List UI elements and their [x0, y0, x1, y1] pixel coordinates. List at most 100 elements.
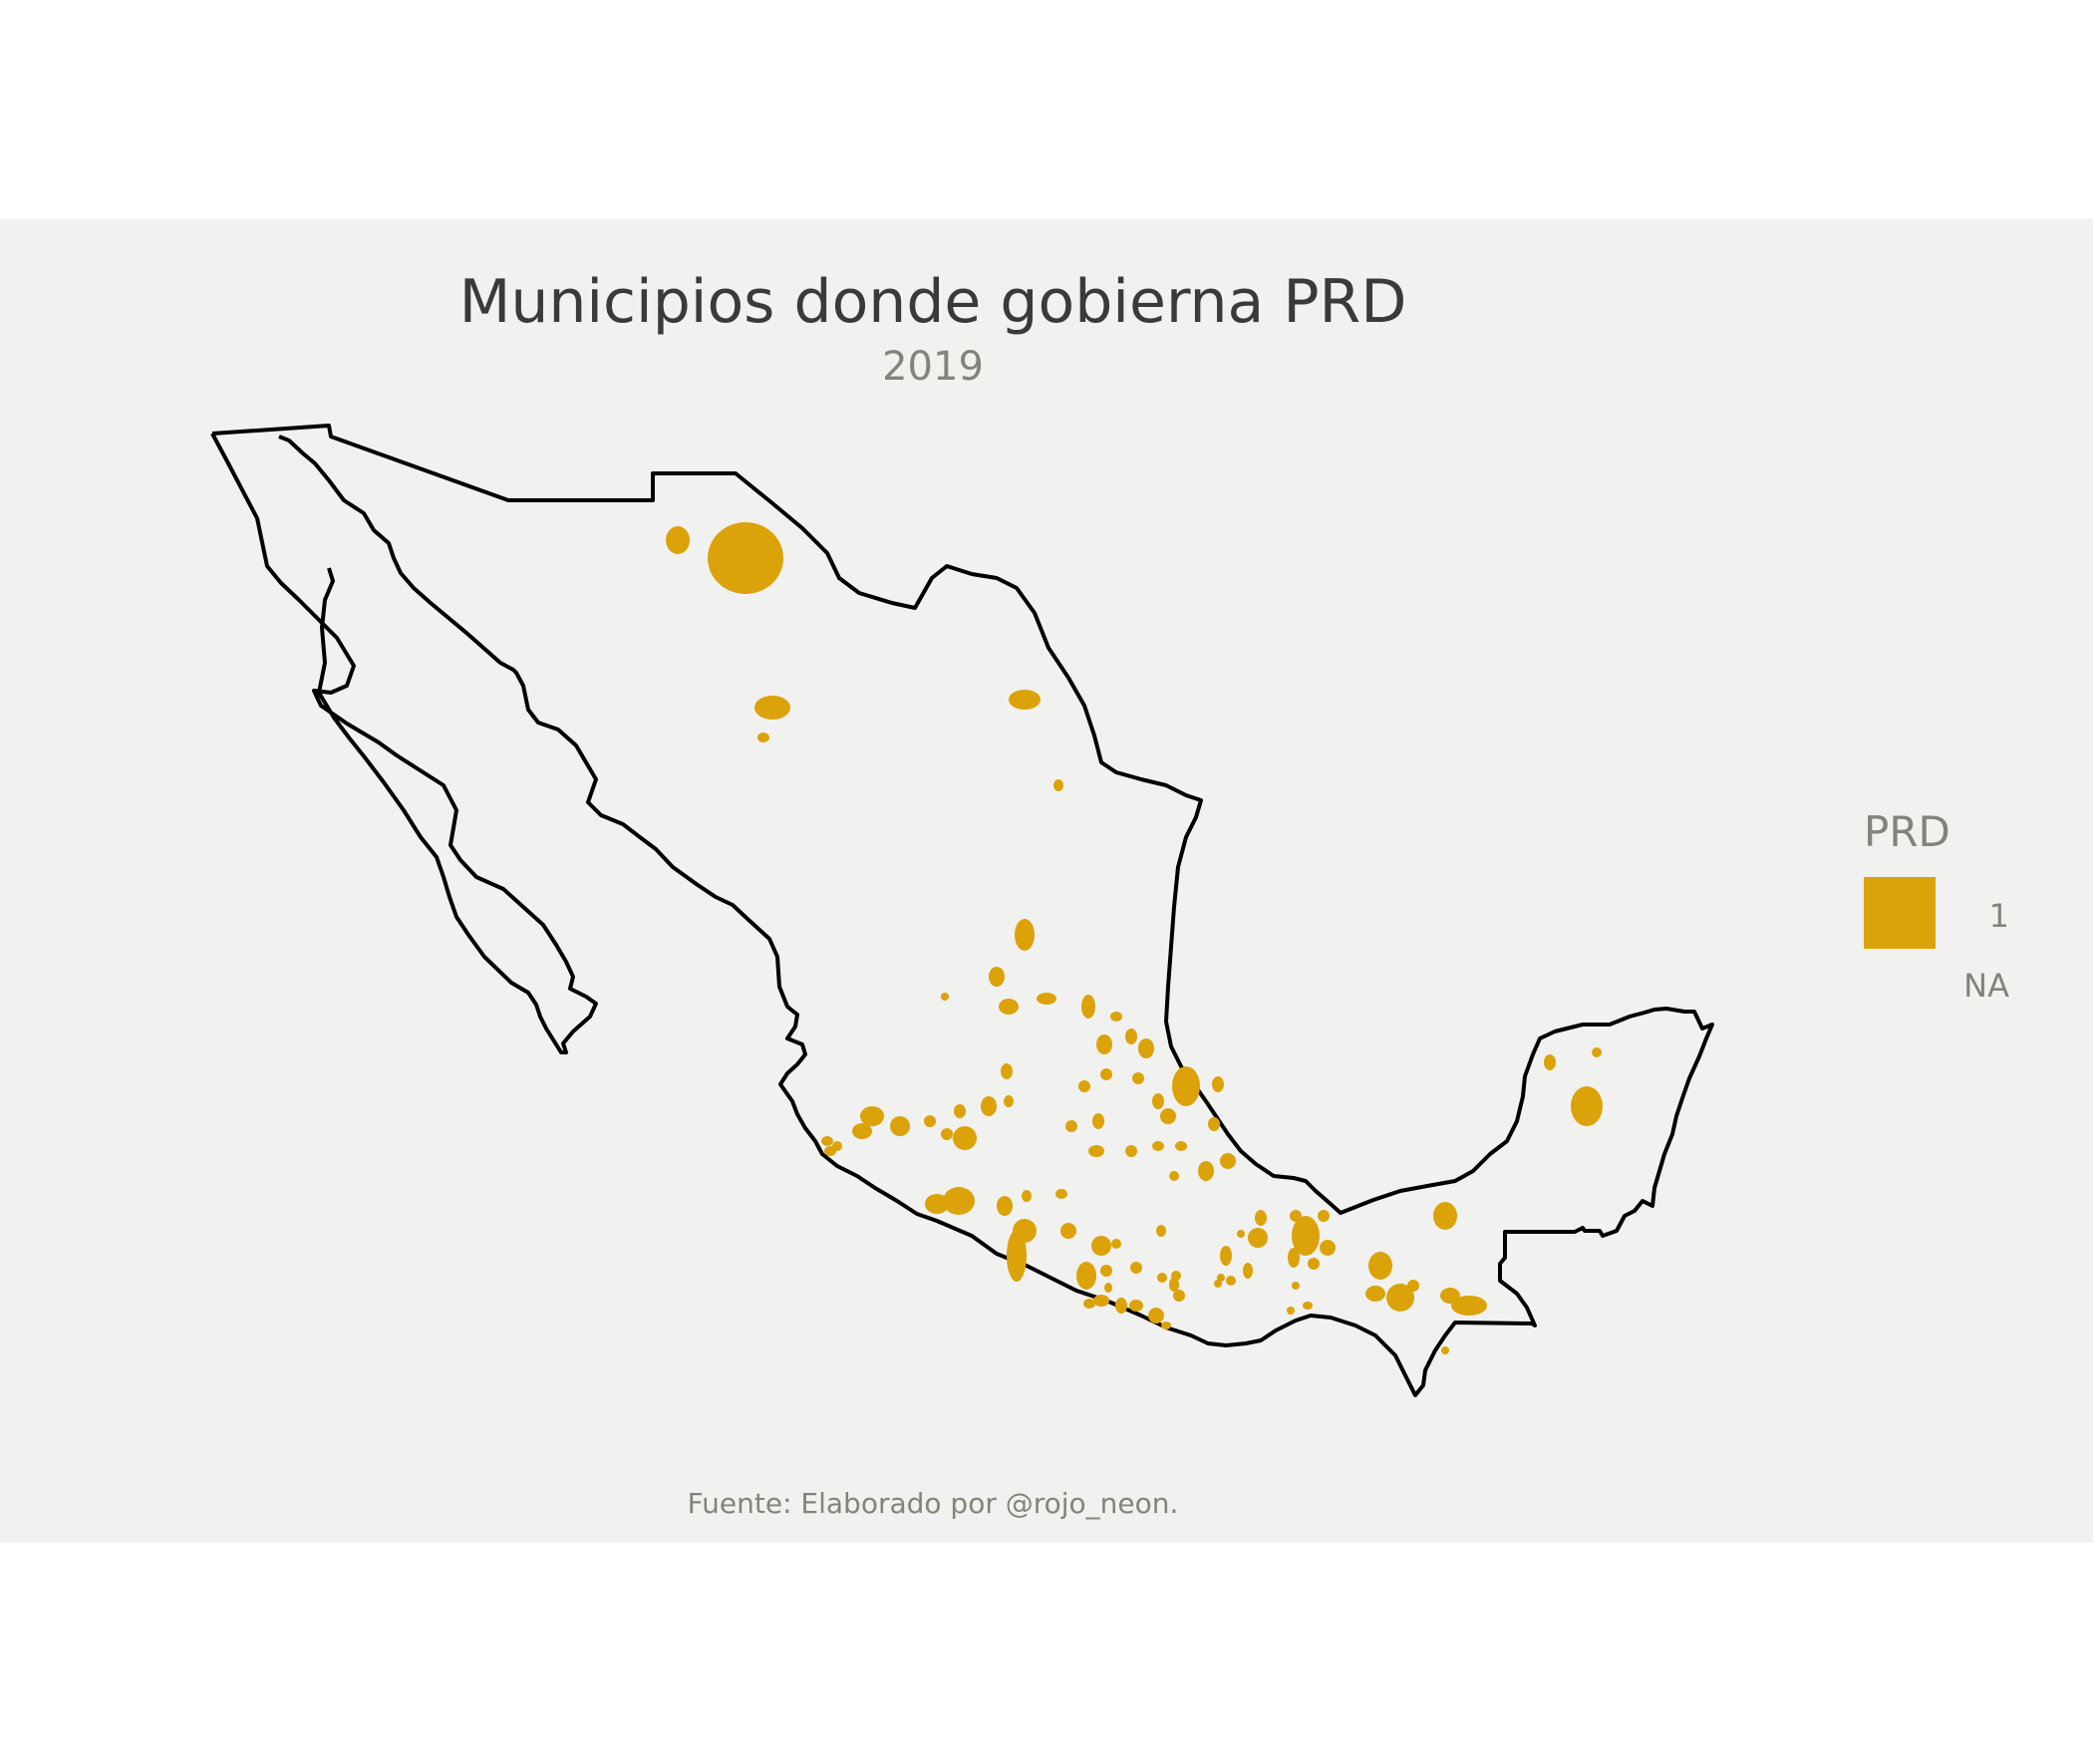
prd-municipality	[1220, 1246, 1232, 1266]
prd-municipality	[1318, 1210, 1330, 1222]
prd-municipality	[1015, 919, 1035, 951]
prd-municipality	[999, 999, 1019, 1015]
prd-municipality	[1100, 1068, 1112, 1080]
prd-municipality	[1076, 1262, 1096, 1290]
prd-municipality	[708, 522, 783, 594]
prd-municipality	[1292, 1216, 1320, 1256]
prd-municipality	[852, 1123, 872, 1139]
prd-municipality	[1160, 1108, 1176, 1124]
prd-municipality	[1053, 779, 1063, 791]
prd-municipality	[1081, 995, 1095, 1019]
prd-municipality	[981, 1096, 997, 1116]
prd-municipality	[1214, 1280, 1222, 1288]
prd-municipality	[1148, 1308, 1164, 1323]
map-title: Municipios donde gobierna PRD	[458, 267, 1407, 337]
prd-municipality	[1078, 1080, 1090, 1092]
prd-municipality	[1104, 1283, 1112, 1293]
prd-municipality	[1161, 1322, 1171, 1329]
prd-municipality	[1237, 1230, 1245, 1238]
prd-municipality	[925, 1194, 949, 1214]
prd-municipality	[924, 1115, 936, 1127]
prd-municipality	[1571, 1086, 1603, 1126]
prd-municipality	[1303, 1302, 1313, 1310]
prd-municipality	[1368, 1252, 1392, 1280]
mainland-outline	[211, 424, 1714, 1397]
prd-municipality	[1013, 1219, 1037, 1243]
prd-municipality	[1173, 1290, 1185, 1302]
prd-municipality	[1544, 1054, 1556, 1070]
prd-municipality	[1441, 1346, 1449, 1354]
legend-label-na: NA	[1963, 967, 2009, 1005]
prd-municipality	[1100, 1265, 1112, 1277]
prd-municipality	[1055, 1189, 1067, 1199]
prd-municipality	[890, 1116, 910, 1136]
prd-municipality	[1110, 1012, 1122, 1022]
prd-municipality	[1065, 1120, 1077, 1132]
prd-municipality	[1288, 1248, 1300, 1268]
map-subtitle: 2019	[882, 344, 984, 390]
prd-municipality	[1243, 1263, 1253, 1279]
prd-municipalities	[666, 522, 1603, 1354]
prd-municipality	[1407, 1280, 1419, 1292]
legend-label-1: 1	[1988, 897, 2009, 935]
prd-municipality	[1001, 1063, 1013, 1079]
prd-municipality	[824, 1146, 836, 1156]
prd-municipality	[757, 733, 769, 742]
prd-municipality	[1083, 1299, 1095, 1309]
prd-municipality	[1592, 1047, 1602, 1057]
prd-municipality	[941, 1128, 953, 1140]
legend-key-prd	[1864, 877, 1936, 949]
prd-municipality	[1091, 1236, 1111, 1256]
prd-municipality	[997, 1196, 1013, 1216]
prd-municipality	[1125, 1029, 1137, 1044]
prd-municipality	[1096, 1034, 1112, 1054]
prd-municipality	[1175, 1141, 1187, 1151]
prd-municipality	[1093, 1295, 1109, 1307]
prd-municipality	[1386, 1284, 1414, 1312]
prd-municipality	[1007, 1230, 1027, 1282]
prd-municipality	[1255, 1210, 1267, 1226]
prd-municipality	[941, 993, 949, 1001]
prd-municipality	[1169, 1278, 1179, 1290]
map-caption: Fuente: Elaborado por @rojo_neon.	[687, 1487, 1179, 1520]
prd-municipality	[943, 1187, 975, 1215]
baja-california-outline	[210, 433, 598, 1054]
prd-municipality	[1060, 1223, 1076, 1239]
prd-municipality	[860, 1106, 884, 1126]
prd-municipality	[1217, 1274, 1225, 1282]
prd-municipality	[1169, 1171, 1179, 1181]
prd-municipality	[954, 1104, 966, 1118]
prd-municipality	[1152, 1141, 1164, 1151]
prd-municipality	[1157, 1273, 1167, 1283]
prd-municipality	[1132, 1072, 1144, 1084]
prd-municipality	[1138, 1038, 1154, 1058]
prd-municipality	[1009, 690, 1041, 710]
prd-municipality	[1308, 1258, 1320, 1270]
prd-municipality	[1198, 1161, 1214, 1181]
prd-municipality	[1037, 993, 1056, 1005]
prd-municipality	[1226, 1276, 1236, 1286]
prd-municipality	[1125, 1145, 1137, 1157]
prd-municipality	[1440, 1288, 1460, 1304]
mexico-map	[210, 424, 1714, 1397]
prd-municipality	[1156, 1225, 1166, 1237]
prd-municipality	[1212, 1076, 1224, 1092]
prd-municipality	[1130, 1262, 1142, 1274]
prd-municipality	[1320, 1240, 1336, 1256]
prd-municipality	[1004, 1095, 1014, 1107]
prd-municipality	[1433, 1202, 1457, 1230]
legend-title: PRD	[1864, 807, 1950, 856]
prd-municipality	[1088, 1145, 1104, 1157]
prd-municipality	[1208, 1117, 1220, 1131]
prd-municipality	[1172, 1066, 1200, 1106]
prd-municipality	[1022, 1190, 1032, 1202]
prd-municipality	[1365, 1286, 1385, 1302]
prd-municipality	[953, 1126, 977, 1150]
prd-municipality	[821, 1136, 833, 1146]
prd-municipality	[1292, 1282, 1300, 1290]
prd-municipality	[1220, 1153, 1236, 1169]
prd-municipality	[1287, 1307, 1295, 1315]
prd-municipality	[1092, 1113, 1104, 1129]
prd-municipality	[666, 526, 690, 554]
prd-municipality	[1451, 1296, 1487, 1316]
